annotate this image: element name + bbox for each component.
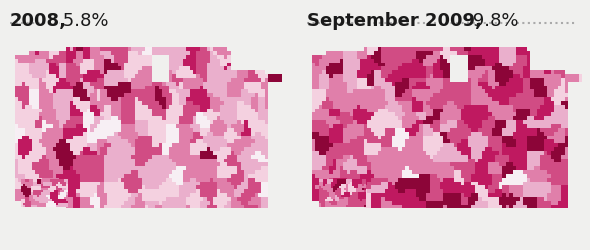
Text: 9.8%: 9.8% — [467, 12, 519, 30]
Text: 2008,: 2008, — [10, 12, 67, 30]
Text: September 2009,: September 2009, — [307, 12, 482, 30]
Text: 5.8%: 5.8% — [57, 12, 109, 30]
